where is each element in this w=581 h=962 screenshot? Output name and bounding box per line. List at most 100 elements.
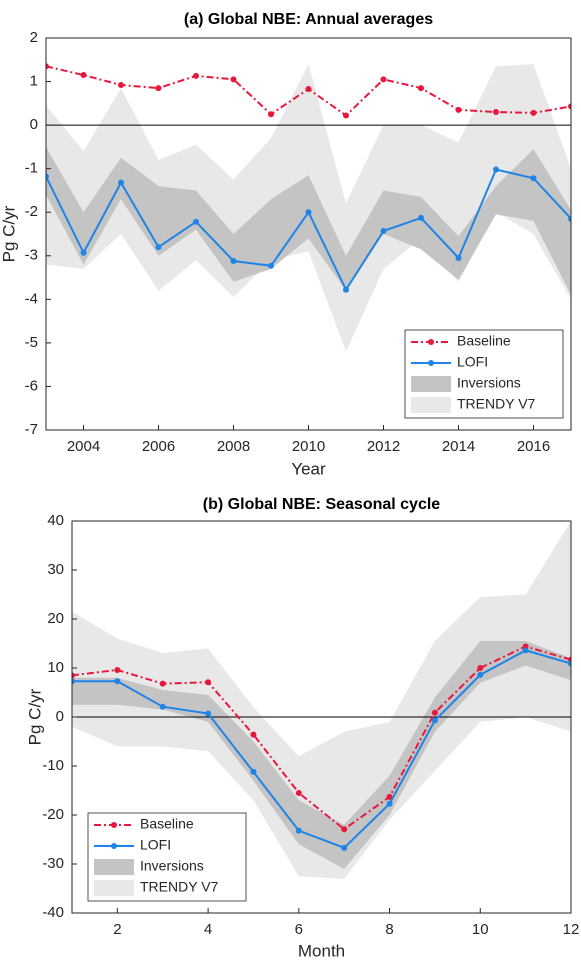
point [386,800,393,807]
point [493,109,499,116]
point [431,709,438,716]
x-tick-label: 8 [385,921,393,938]
legend-label: Baseline [140,816,194,832]
x-tick-label: 2010 [292,438,325,455]
point [341,844,348,851]
point [431,717,438,724]
y-tick-label: 2 [30,29,38,46]
point [205,679,212,686]
point [118,179,124,186]
x-tick-label: 4 [204,921,212,938]
x-tick-label: 2012 [367,438,400,455]
y-tick-label: -30 [42,855,64,872]
point [455,254,462,261]
point [477,665,484,671]
point [343,112,349,119]
plot-area [72,521,571,879]
x-axis-label: Year [291,459,326,478]
point [295,827,302,834]
point [155,85,162,92]
point [380,76,387,83]
legend-label: Inversions [457,375,521,391]
point [80,72,87,79]
point [114,666,121,673]
point [46,63,49,70]
line [72,649,571,849]
point [568,103,571,110]
point [522,647,529,654]
y-axis-label: Pg C/yr [0,205,18,262]
y-tick-label: 20 [47,610,64,627]
x-tick-label: 2016 [517,438,550,455]
legend-label: Inversions [140,858,204,874]
point [155,244,162,251]
x-tick-label: 2008 [217,438,250,455]
point [418,214,424,221]
x-tick-label: 2004 [67,438,100,455]
point [493,166,499,173]
y-tick-label: 30 [47,561,64,578]
legend-label: LOFI [457,354,488,370]
legend-label: TRENDY V7 [457,396,536,412]
point [72,678,75,685]
x-tick-label: 2 [113,921,121,938]
legend-marker [111,822,117,828]
point [118,82,124,89]
y-tick-label: 1 [30,73,38,90]
y-axis-label: Pg C/yr [25,688,44,745]
point [455,106,462,113]
point [530,109,537,116]
legend-marker [111,843,117,849]
legend-patch [411,376,451,392]
point [568,215,571,222]
x-tick-label: 12 [563,921,580,938]
x-axis-label: Month [298,941,345,960]
point [230,76,237,83]
y-tick-label: -10 [42,757,64,774]
point [46,173,49,180]
point [268,262,274,269]
point [80,249,87,256]
point [341,826,348,833]
legend-patch [94,880,134,896]
plot-area [46,63,571,352]
point [250,768,257,775]
point [386,793,393,800]
band [46,146,571,295]
point [268,111,274,118]
y-tick-label: -40 [42,904,64,921]
x-tick-label: 6 [295,921,303,938]
legend-marker [428,339,434,345]
legend-label: TRENDY V7 [140,879,219,895]
point [380,227,387,234]
point [305,209,312,216]
point [343,286,349,293]
legend-label: LOFI [140,837,171,853]
point [418,85,424,92]
point [305,85,312,92]
point [295,789,302,796]
point [72,672,75,679]
point [159,680,166,687]
y-tick-label: -20 [42,806,64,823]
point [193,72,199,79]
band [72,641,571,869]
y-tick-label: -5 [25,334,38,351]
point [230,258,237,265]
legend-label: Baseline [457,333,511,349]
line [72,645,571,831]
point [205,710,212,717]
y-tick-label: -2 [25,203,38,220]
legend-marker [428,360,434,366]
chart-title: (a) Global NBE: Annual averages [184,11,433,28]
chart-title: (b) Global NBE: Seasonal cycle [203,496,441,513]
y-tick-label: 0 [56,708,64,725]
legend-patch [94,859,134,875]
y-tick-label: -3 [25,247,38,264]
y-tick-label: 40 [47,512,64,529]
x-tick-label: 2006 [142,438,175,455]
point [250,731,257,738]
y-tick-label: -1 [25,160,38,177]
